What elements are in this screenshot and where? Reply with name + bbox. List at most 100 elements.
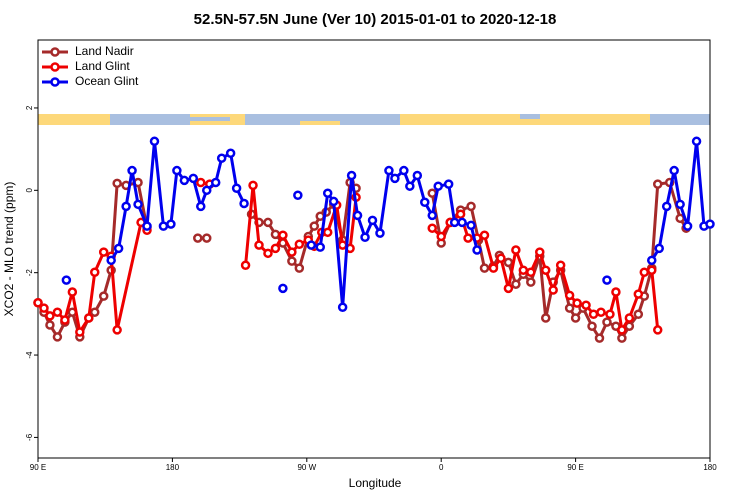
data-point — [511, 279, 521, 289]
x-tick-label: 90 E — [30, 463, 46, 472]
data-point — [67, 287, 78, 297]
data-point — [548, 285, 558, 295]
data-point — [196, 201, 206, 212]
data-point — [496, 253, 506, 264]
data-point — [433, 181, 443, 191]
legend-marker — [50, 62, 60, 72]
data-point — [45, 320, 55, 330]
plot-frame — [37, 39, 711, 459]
data-point — [121, 201, 131, 212]
data-point — [617, 333, 627, 343]
y-tick-label: -4 — [25, 351, 34, 359]
data-point — [427, 223, 437, 233]
data-point — [61, 275, 72, 285]
data-point — [106, 255, 116, 266]
data-point — [287, 247, 297, 257]
data-point — [669, 165, 679, 176]
data-point — [652, 179, 663, 189]
data-point — [443, 179, 454, 189]
data-point — [337, 240, 348, 250]
data-point — [633, 309, 644, 320]
data-point — [412, 170, 423, 181]
data-point — [60, 315, 70, 325]
data-point — [654, 243, 664, 254]
data-point — [466, 220, 476, 231]
legend-label: Land Nadir — [75, 44, 134, 58]
data-point — [278, 230, 288, 240]
data-point — [466, 201, 476, 212]
data-point — [588, 309, 599, 320]
data-point — [594, 333, 605, 343]
data-point — [294, 263, 305, 273]
data-point — [639, 267, 650, 278]
data-point — [427, 188, 437, 198]
data-point — [352, 210, 363, 221]
data-point — [328, 196, 339, 207]
data-point — [84, 313, 94, 323]
data-point — [270, 243, 281, 254]
y-tick-label: -2 — [25, 269, 34, 277]
data-point — [98, 291, 109, 301]
data-point — [263, 217, 273, 228]
data-point — [572, 298, 582, 308]
data-point — [158, 221, 169, 231]
data-point — [570, 313, 581, 323]
legend-label: Ocean Glint — [75, 74, 139, 88]
data-point — [360, 232, 370, 243]
data-point — [263, 248, 273, 259]
data-point — [113, 243, 124, 254]
data-point — [633, 289, 644, 299]
data-point — [647, 265, 657, 275]
data-point — [346, 170, 357, 181]
data-point — [210, 177, 221, 188]
data-point — [436, 231, 446, 242]
data-point — [602, 317, 612, 327]
data-point — [661, 201, 672, 212]
data-point — [33, 297, 43, 308]
data-point — [239, 198, 249, 209]
data-point — [540, 265, 551, 275]
data-point — [535, 247, 545, 257]
data-point — [98, 247, 109, 257]
data-point — [390, 173, 400, 184]
data-point — [179, 175, 190, 186]
data-point — [367, 215, 378, 226]
data-point — [455, 209, 466, 219]
x-tick-label: 180 — [703, 463, 717, 472]
data-point — [201, 233, 212, 243]
data-point — [405, 181, 415, 191]
data-point — [526, 267, 536, 278]
data-point — [201, 185, 212, 196]
data-point — [682, 221, 693, 231]
chart-title: 52.5N-57.5N June (Ver 10) 2015-01-01 to … — [194, 11, 557, 28]
data-point — [309, 221, 320, 231]
x-tick-label: 0 — [439, 463, 444, 472]
data-point — [617, 325, 627, 335]
data-point — [293, 190, 303, 201]
x-tick-label: 90 W — [297, 463, 316, 472]
data-point — [691, 136, 702, 147]
data-point — [488, 263, 499, 273]
data-point — [172, 165, 182, 176]
data-point — [596, 307, 606, 317]
data-point — [479, 263, 490, 273]
legend-label: Land Glint — [75, 59, 130, 73]
data-point — [270, 229, 281, 240]
y-axis-label: XCO2 - MLO trend (ppm) — [2, 182, 16, 317]
data-point — [112, 325, 122, 335]
y-tick-label: -6 — [25, 433, 34, 441]
data-point — [463, 233, 473, 243]
data-point — [540, 313, 551, 323]
data-point — [89, 307, 100, 317]
data-point — [75, 327, 85, 337]
data-point — [278, 283, 288, 294]
data-point — [375, 228, 385, 238]
data-point — [315, 242, 325, 252]
data-point — [127, 165, 137, 176]
data-point — [518, 265, 529, 275]
data-point — [587, 321, 597, 331]
data-point — [399, 165, 409, 176]
data-point — [479, 230, 490, 240]
data-point — [675, 199, 685, 210]
